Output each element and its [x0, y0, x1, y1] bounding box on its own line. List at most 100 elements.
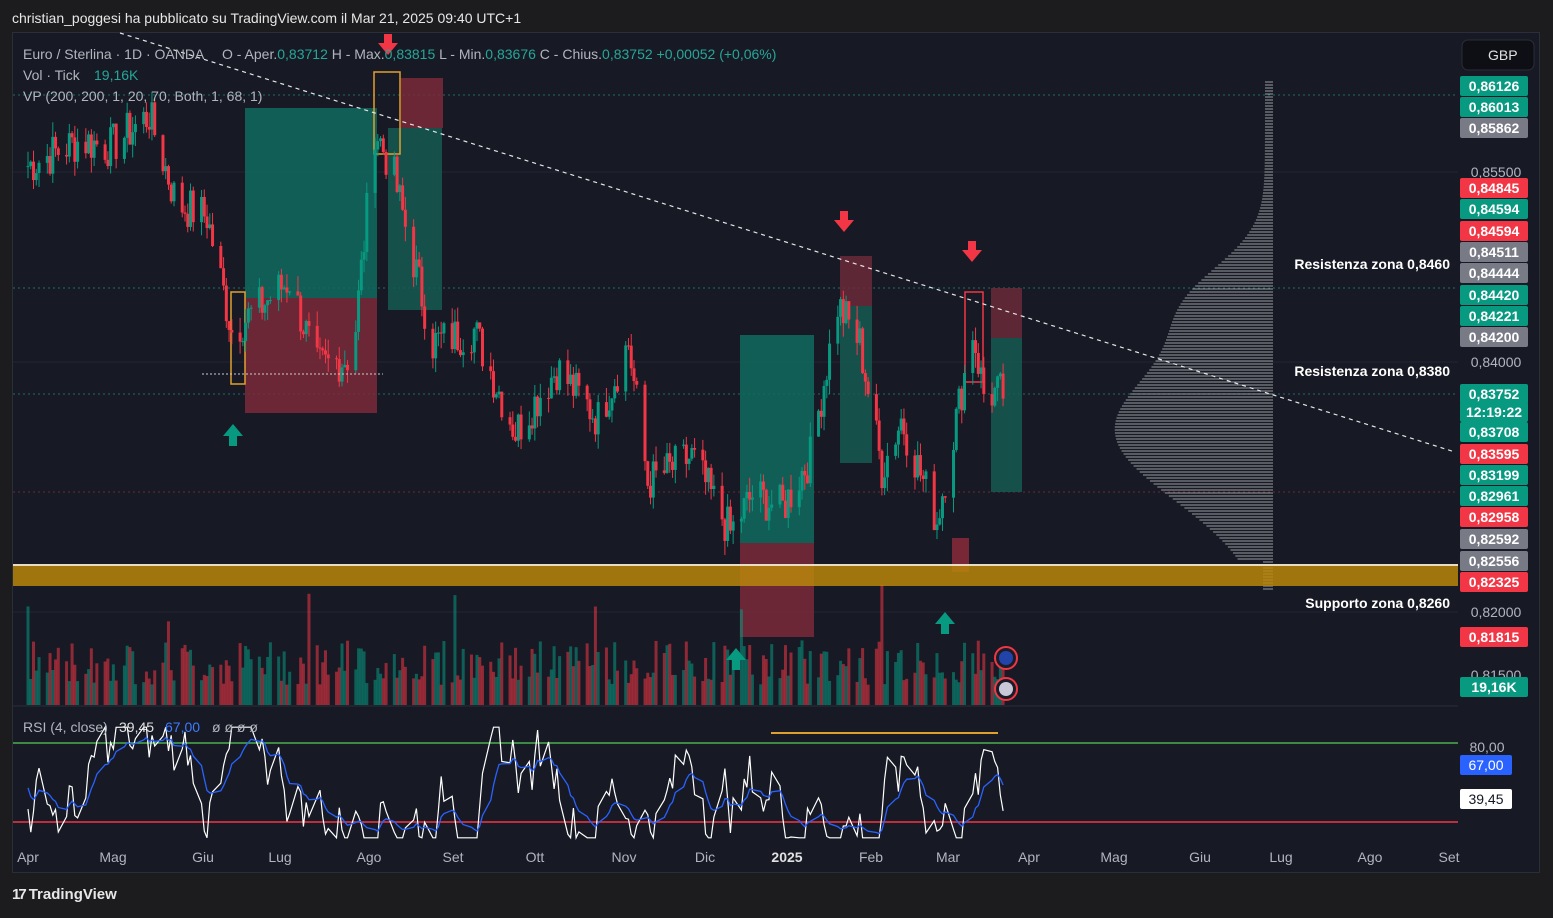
candle-body: [720, 485, 724, 520]
candle-body: [624, 345, 628, 392]
volume-bar: [379, 673, 383, 705]
price-axis[interactable]: 0,855000,840000,820000,815000,861260,860…: [1460, 76, 1528, 809]
candle-body: [555, 376, 559, 391]
volume-bar: [423, 645, 427, 705]
candle-body: [224, 285, 228, 322]
volume-bar: [169, 670, 173, 705]
candle-body: [530, 425, 534, 429]
volume-bar: [420, 676, 424, 705]
volume-bar: [588, 666, 592, 705]
candle-body: [940, 496, 944, 519]
candle-body: [183, 212, 187, 214]
volume-bar: [533, 653, 537, 705]
volume-bar: [750, 674, 754, 705]
volume-bar: [921, 662, 925, 705]
candle-body: [343, 364, 347, 368]
candle-body: [472, 328, 476, 353]
volume-bar: [855, 681, 859, 705]
volume-bar: [671, 674, 675, 705]
candle-body: [114, 123, 118, 159]
time-axis[interactable]: Apr Mag Giu Lug Ago Set Ott Nov Dic 2025 Feb Mar Apr…: [17, 849, 1460, 865]
candle-body: [54, 136, 58, 149]
candle-body: [128, 112, 132, 145]
candle-body: [880, 450, 884, 489]
price-badge-label: 0,82961: [1469, 488, 1520, 504]
candle-body: [315, 325, 319, 348]
currency-button[interactable]: GBP: [1461, 39, 1535, 71]
down-arrow-icon: [834, 211, 854, 232]
volume-bar: [161, 662, 165, 705]
vp-label: VP (200, 200, 1, 20, 70, Both, 1, 68, 1): [23, 88, 262, 104]
price-badge-label: 0,84420: [1469, 287, 1520, 303]
candle-body: [106, 159, 110, 167]
rsi-value-badge: [1460, 789, 1512, 809]
rsi-ma-value: 67,00: [165, 719, 200, 735]
volume-bar: [508, 655, 512, 705]
candle-body: [379, 138, 383, 142]
candle-body: [935, 524, 939, 531]
candle-body: [682, 444, 686, 446]
volume-bar: [684, 641, 688, 705]
candle-body: [673, 445, 677, 470]
volume-bar: [913, 672, 917, 705]
volume-bar: [706, 678, 710, 705]
candle-body: [166, 166, 170, 185]
volume-bar: [166, 621, 170, 705]
volume-bar: [646, 672, 650, 705]
candle-body: [899, 418, 903, 431]
volume-bar: [566, 651, 570, 705]
position-zone: [952, 538, 969, 572]
volume-bar: [555, 677, 559, 705]
candle-body: [401, 185, 405, 210]
candle-body: [150, 102, 154, 130]
volume-bar: [701, 680, 705, 705]
drawings[interactable]: Resistenza zona 0,8460 Resistenza zona 0,…: [119, 32, 1456, 701]
volume-bar: [54, 659, 58, 705]
volume-bar: [844, 666, 848, 705]
volume-bar: [668, 643, 672, 705]
price-badge-label: 0,84845: [1469, 180, 1520, 196]
volume-bar: [651, 672, 655, 705]
price-badge: [1460, 221, 1528, 241]
candle-body: [866, 381, 870, 395]
candle-body: [739, 518, 743, 522]
candle-body: [839, 299, 843, 317]
candle-body: [712, 485, 716, 490]
candle-body: [665, 453, 669, 473]
candle-body: [161, 135, 165, 172]
candle-body: [508, 417, 512, 425]
candle-body: [547, 397, 551, 399]
time-tick: Giu: [1189, 849, 1211, 865]
candle-body: [354, 331, 358, 371]
volume-bar: [87, 669, 91, 705]
candle-body: [566, 360, 570, 384]
candle-body: [417, 259, 421, 267]
volume-bar: [439, 684, 443, 705]
rsi-empty-values: ø ø ø ø: [212, 719, 258, 735]
volume-bar: [781, 669, 785, 705]
candle-body: [993, 387, 997, 406]
candle-body: [299, 295, 303, 332]
time-tick: Set: [1438, 849, 1459, 865]
volume-bar: [357, 648, 361, 705]
volume-bar: [183, 644, 187, 705]
ohlc-value: 0,83815: [385, 46, 436, 62]
candle-body: [412, 226, 416, 278]
volume-bar: [219, 664, 223, 705]
volume-bar: [963, 642, 967, 705]
volume-bar: [514, 647, 518, 705]
volume-bar: [591, 664, 595, 705]
price-badge: [1460, 384, 1528, 404]
volume-bar: [56, 647, 60, 705]
tradingview-brand[interactable]: 17 TradingView: [12, 886, 117, 903]
up-arrow-icon: [935, 612, 955, 634]
volume-bar: [742, 646, 746, 705]
volume-bar: [395, 677, 399, 705]
candle-body: [693, 448, 697, 450]
volume-bar: [76, 681, 80, 705]
volume-bar: [398, 670, 402, 705]
candle-body: [469, 352, 473, 354]
candle-body: [960, 388, 964, 411]
candle-body: [514, 436, 518, 441]
